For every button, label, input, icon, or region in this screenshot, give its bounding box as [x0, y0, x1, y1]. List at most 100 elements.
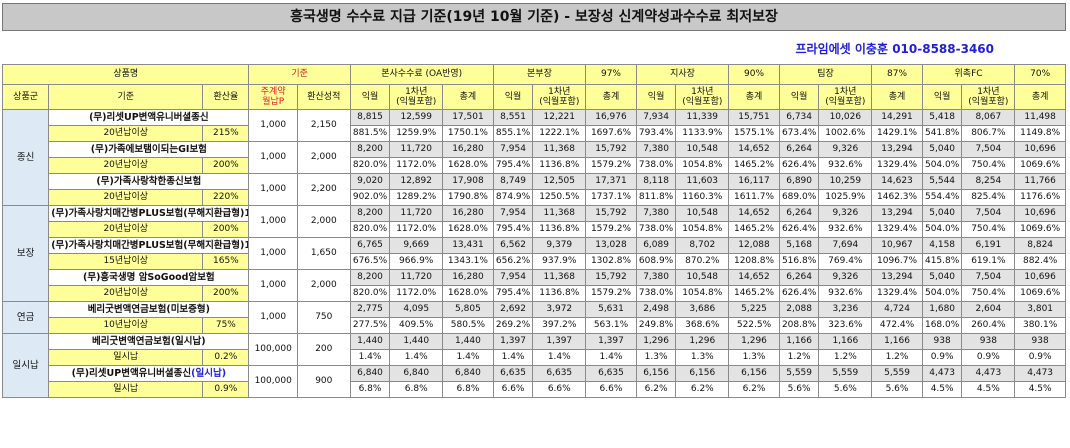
percent-cell: 738.0%	[635, 157, 677, 174]
amount-cell: 13,028	[585, 237, 637, 254]
percent-cell: 208.8%	[778, 317, 820, 334]
percent-cell: 820.0%	[349, 157, 391, 174]
amount-cell: 4,473	[1014, 365, 1066, 382]
percent-cell: 881.5%	[349, 125, 391, 142]
amount-cell: 7,694	[818, 237, 873, 254]
header-standard: 기준	[248, 64, 351, 85]
amount-cell: 8,200	[349, 205, 391, 222]
percent-cell: 874.9%	[492, 189, 534, 206]
percent-cell: 793.4%	[635, 125, 677, 142]
percent-cell: 795.4%	[492, 157, 534, 174]
col-premium: 주계약 월납P	[248, 84, 298, 110]
amount-cell: 5,168	[778, 237, 820, 254]
percent-cell: 1628.0%	[442, 221, 494, 238]
product-subrow: 일시납 0.9% 6.8% 6.8% 6.8% 6.6% 6.6% 6.6% 6.2% 6.2% 6…	[3, 381, 1066, 398]
percent-cell: 626.4%	[778, 285, 820, 302]
percent-cell: 1.4%	[492, 349, 534, 366]
perf-value: 2,000	[296, 269, 351, 302]
percent-cell: 902.0%	[349, 189, 391, 206]
percent-cell: 397.2%	[532, 317, 587, 334]
amount-cell: 8,749	[492, 173, 534, 190]
amount-cell: 4,473	[921, 365, 963, 382]
col-total: 총계	[442, 84, 494, 110]
percent-cell: 1465.2%	[728, 157, 780, 174]
percent-cell: 1222.1%	[532, 125, 587, 142]
product-name-text: (무)리셋UP변액유니버셜종신	[71, 368, 192, 379]
percent-cell: 1.2%	[778, 349, 820, 366]
product-name-text: (무)가족사랑착한종신보험	[96, 176, 202, 187]
amount-cell: 8,824	[1014, 237, 1066, 254]
amount-cell: 7,380	[635, 205, 677, 222]
col-total: 총계	[585, 84, 637, 110]
payment-basis: 20년납이상	[48, 125, 204, 142]
amount-cell: 1,296	[675, 333, 730, 350]
amount-cell: 6,156	[728, 365, 780, 382]
amount-cell: 11,766	[1014, 173, 1066, 190]
amount-cell: 938	[961, 333, 1016, 350]
contact-info: 프라임에셋 이충훈 010-8588-3460	[795, 42, 994, 56]
amount-cell: 7,954	[492, 269, 534, 286]
amount-cell: 7,504	[961, 269, 1016, 286]
payment-basis: 20년납이상	[48, 189, 204, 206]
product-subrow: 20년납이상 200% 820.0% 1172.0% 1628.0% 795.4% 1136…	[3, 285, 1066, 302]
percent-cell: 1579.2%	[585, 285, 637, 302]
header-timjang: 팀장	[778, 64, 873, 85]
amount-cell: 8,200	[349, 141, 391, 158]
conversion-rate: 0.9%	[202, 381, 250, 398]
product-row: (무)가족사랑치매간병PLUS보험(무해지환급형)1형 1,000 1,650 6,7…	[3, 237, 1066, 270]
perf-value: 200	[296, 333, 351, 366]
amount-cell: 12,505	[532, 173, 587, 190]
percent-cell: 1343.1%	[442, 253, 494, 270]
percent-cell: 277.5%	[349, 317, 391, 334]
header-hq: 본사수수료 (OA반영)	[349, 64, 494, 85]
amount-cell: 6,840	[442, 365, 494, 382]
percent-cell: 1.2%	[818, 349, 873, 366]
premium-value: 1,000	[248, 205, 298, 238]
amount-cell: 5,631	[585, 301, 637, 318]
percent-cell: 689.0%	[778, 189, 820, 206]
amount-cell: 3,801	[1014, 301, 1066, 318]
amount-cell: 6,635	[492, 365, 534, 382]
percent-cell: 1697.6%	[585, 125, 637, 142]
amount-cell: 6,562	[492, 237, 534, 254]
percent-cell: 516.8%	[778, 253, 820, 270]
col-iwol: 익월	[921, 84, 963, 110]
product-group: 일시납	[1, 333, 50, 398]
percent-cell: 1250.5%	[532, 189, 587, 206]
col-first-year: 1차년 (익월포함)	[818, 84, 873, 110]
amount-cell: 5,559	[818, 365, 873, 382]
amount-cell: 10,026	[818, 109, 873, 126]
amount-cell: 13,294	[871, 205, 923, 222]
premium-value: 1,000	[248, 237, 298, 270]
amount-cell: 6,840	[389, 365, 444, 382]
percent-cell: 1069.6%	[1014, 157, 1066, 174]
amount-cell: 14,291	[871, 109, 923, 126]
percent-cell: 619.1%	[961, 253, 1016, 270]
percent-cell: 5.6%	[818, 381, 873, 398]
col-iwol: 익월	[349, 84, 391, 110]
percent-cell: 0.9%	[921, 349, 963, 366]
amount-cell: 6,890	[778, 173, 820, 190]
percent-cell: 656.2%	[492, 253, 534, 270]
percent-cell: 1611.7%	[728, 189, 780, 206]
product-name-suffix: (일시납)	[191, 368, 227, 379]
header-bonbujang-rate: 97%	[585, 64, 637, 85]
amount-cell: 2,498	[635, 301, 677, 318]
product-group: 연금	[1, 301, 50, 334]
amount-cell: 8,702	[675, 237, 730, 254]
header-product: 상품명	[1, 64, 250, 85]
amount-cell: 10,548	[675, 269, 730, 286]
product-name: (무)리셋UP변액유니버셜종신(일시납)	[48, 365, 250, 382]
amount-cell: 16,280	[442, 269, 494, 286]
percent-cell: 1329.4%	[871, 285, 923, 302]
amount-cell: 5,040	[921, 269, 963, 286]
percent-cell: 820.0%	[349, 221, 391, 238]
amount-cell: 1,440	[349, 333, 391, 350]
percent-cell: 1136.8%	[532, 285, 587, 302]
amount-cell: 14,652	[728, 205, 780, 222]
percent-cell: 563.1%	[585, 317, 637, 334]
percent-cell: 1259.9%	[389, 125, 444, 142]
product-name: 베리굿변액연금보험(일시납)	[48, 333, 250, 350]
percent-cell: 554.4%	[921, 189, 963, 206]
